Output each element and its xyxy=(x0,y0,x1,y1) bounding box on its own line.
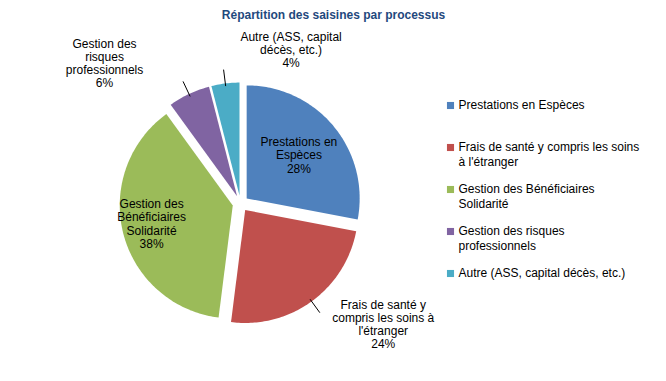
svg-text:Frais de santé y compris les s: Frais de santé y compris les soinsà l'ét… xyxy=(459,140,640,169)
svg-text:Gestion desBénéficiairesSolida: Gestion desBénéficiairesSolidarité38% xyxy=(117,197,186,251)
svg-text:Frais de santé ycompris les so: Frais de santé ycompris les soins àl'étr… xyxy=(332,298,434,352)
svg-text:Prestations en Espèces: Prestations en Espèces xyxy=(459,98,585,112)
svg-text:Gestion des BénéficiairesSolid: Gestion des BénéficiairesSolidarité xyxy=(459,182,595,211)
svg-text:Gestion desrisquesprofessionne: Gestion desrisquesprofessionnels6% xyxy=(66,37,143,91)
svg-text:Répartition des saisines par p: Répartition des saisines par processus xyxy=(222,8,446,22)
svg-text:Gestion des risquesprofessionn: Gestion des risquesprofessionnels xyxy=(459,224,565,253)
svg-text:Autre (ASS, capitaldécès, etc.: Autre (ASS, capitaldécès, etc.)4% xyxy=(240,30,341,70)
svg-text:Autre (ASS, capital décès, etc: Autre (ASS, capital décès, etc.) xyxy=(459,266,626,280)
svg-text:Prestations enEspèces28%: Prestations enEspèces28% xyxy=(261,135,338,175)
